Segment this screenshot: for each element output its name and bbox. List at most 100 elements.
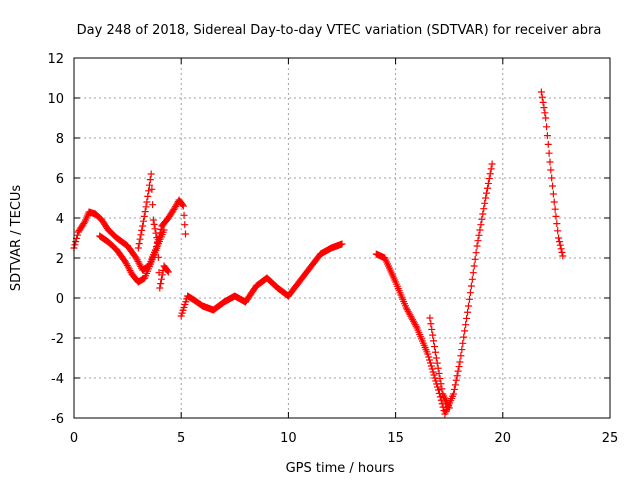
data-point xyxy=(466,289,474,297)
data-point xyxy=(180,211,188,219)
data-point xyxy=(550,198,558,206)
data-point xyxy=(469,269,477,277)
data-point xyxy=(136,235,144,243)
data-point xyxy=(434,386,442,394)
data-point xyxy=(151,225,159,233)
data-point xyxy=(138,226,146,234)
data-point xyxy=(428,325,436,333)
data-point xyxy=(429,368,437,376)
data-point xyxy=(149,201,157,209)
data-point xyxy=(432,354,440,362)
data-point xyxy=(467,282,475,290)
data-point xyxy=(434,364,442,372)
data-point xyxy=(179,202,187,210)
data-point xyxy=(433,359,441,367)
data-point xyxy=(181,221,189,229)
data-point xyxy=(541,109,549,117)
plot-frame xyxy=(73,57,611,419)
data-point xyxy=(73,231,81,239)
y-tick-label: 8 xyxy=(56,132,64,147)
data-point xyxy=(543,132,551,140)
data-point xyxy=(459,339,467,347)
y-tick-label: -6 xyxy=(51,412,64,427)
data-point xyxy=(140,212,148,220)
data-point xyxy=(424,350,432,358)
y-tick-label: 6 xyxy=(56,172,64,187)
data-point xyxy=(549,182,557,190)
data-point xyxy=(435,369,443,377)
data-point xyxy=(462,321,470,329)
chart-title: Day 248 of 2018, Sidereal Day-to-day VTE… xyxy=(77,23,602,38)
data-point xyxy=(452,376,460,384)
data-point xyxy=(412,322,420,330)
data-point xyxy=(338,240,346,248)
series-seg5 xyxy=(372,160,496,418)
y-tick-label: 2 xyxy=(56,252,64,267)
data-point xyxy=(438,385,446,393)
data-point xyxy=(145,187,153,195)
series-seg1 xyxy=(70,196,189,274)
data-point xyxy=(481,199,489,207)
data-point xyxy=(539,98,547,106)
data-point xyxy=(487,165,495,173)
data-point xyxy=(445,404,453,412)
series-seg2 xyxy=(96,226,168,286)
data-point xyxy=(449,390,457,398)
data-point xyxy=(181,230,189,238)
data-point xyxy=(71,241,79,249)
data-point xyxy=(472,249,480,257)
data-point xyxy=(429,331,437,339)
data-point xyxy=(146,176,154,184)
y-tick-label: 10 xyxy=(47,92,64,107)
data-point xyxy=(451,381,459,389)
data-point xyxy=(483,184,491,192)
data-point xyxy=(154,253,162,261)
data-point xyxy=(483,189,491,197)
data-point xyxy=(471,255,479,263)
data-point xyxy=(160,226,168,234)
data-point xyxy=(164,268,172,276)
data-point xyxy=(477,221,485,229)
x-tick-label: 15 xyxy=(387,431,404,446)
data-point xyxy=(463,314,471,322)
data-point xyxy=(544,140,552,148)
data-point xyxy=(465,295,473,303)
data-point xyxy=(542,114,550,122)
data-point xyxy=(178,201,186,209)
data-point xyxy=(480,205,488,213)
data-point xyxy=(456,358,464,366)
data-point xyxy=(475,231,483,239)
x-tick-label: 25 xyxy=(602,431,619,446)
series-seg4 xyxy=(177,240,346,320)
data-point xyxy=(553,220,561,228)
data-point xyxy=(548,174,556,182)
data-point xyxy=(139,222,147,230)
data-point xyxy=(488,160,496,168)
data-point xyxy=(427,362,435,370)
data-point xyxy=(157,280,165,288)
y-axis-label: SDTVAR / TECUs xyxy=(9,185,24,292)
data-point xyxy=(557,245,565,253)
x-axis-label: GPS time / hours xyxy=(286,461,395,476)
data-point xyxy=(171,204,179,212)
axis-ticks: 0 5 10 15 20 25 -6 -4 -2 0 2 4 6 8 10 12 xyxy=(47,52,618,446)
data-point xyxy=(556,241,564,249)
data-point xyxy=(478,215,486,223)
series-seg6 xyxy=(426,314,453,412)
data-point xyxy=(141,208,149,216)
data-point xyxy=(430,337,438,345)
data-point xyxy=(172,201,180,209)
data-point xyxy=(555,234,563,242)
data-point xyxy=(425,353,433,361)
y-tick-label: -2 xyxy=(51,332,64,347)
data-point xyxy=(540,104,548,112)
data-point xyxy=(454,367,462,375)
series-seg3 xyxy=(134,170,172,292)
data-point xyxy=(152,229,160,237)
x-tick-label: 5 xyxy=(177,431,185,446)
grid-lines xyxy=(74,58,610,418)
data-point xyxy=(432,377,440,385)
data-point xyxy=(537,88,545,96)
data-point xyxy=(549,190,557,198)
data-point xyxy=(157,275,165,283)
